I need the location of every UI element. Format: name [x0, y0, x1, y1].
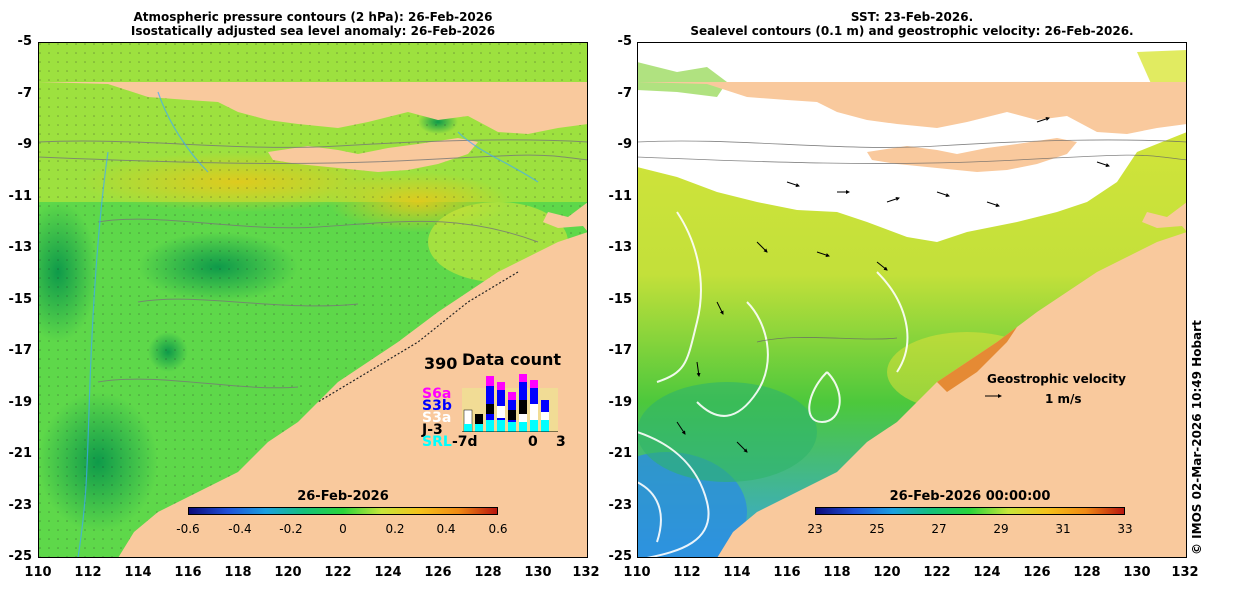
data-count-max: 390 — [424, 354, 458, 373]
lon-tick: 130 — [524, 565, 552, 580]
colorbar-tick: -0.4 — [228, 522, 252, 536]
lon-tick: 120 — [274, 565, 302, 580]
colorbar-tick: 0.4 — [436, 522, 456, 536]
lon-tick: 114 — [723, 565, 751, 580]
colorbar-tick: 33 — [1117, 522, 1133, 536]
sst-map: Geostrophic velocity 1 m/s — [637, 42, 1187, 558]
colorbar-tick: -0.6 — [176, 522, 200, 536]
left-panel-title: Atmospheric pressure contours (2 hPa): 2… — [38, 10, 588, 38]
lat-tick: -11 — [608, 189, 633, 204]
velocity-legend-label: Geostrophic velocity — [987, 372, 1126, 386]
colorbar-tick: 29 — [993, 522, 1009, 536]
lat-tick: -7 — [17, 86, 32, 101]
colorbar-tick: 27 — [931, 522, 947, 536]
data-count-inset: 390 Data count — [418, 350, 568, 451]
lat-tick: -13 — [8, 240, 33, 255]
right-title-line2: Sealevel contours (0.1 m) and geostrophi… — [690, 24, 1134, 38]
velocity-legend-scale: 1 m/s — [1045, 392, 1082, 406]
lat-tick: -21 — [8, 446, 33, 461]
lat-tick: -13 — [608, 240, 633, 255]
sat-label-srl: SRL — [422, 434, 452, 450]
lon-tick: 114 — [124, 565, 152, 580]
lat-tick: -7 — [617, 86, 632, 101]
lat-tick: -9 — [17, 137, 32, 152]
left-colorbar — [188, 507, 498, 515]
lat-tick: -5 — [17, 34, 32, 49]
lat-tick: -23 — [8, 498, 33, 513]
lat-tick: -25 — [608, 549, 633, 564]
lon-tick: 118 — [823, 565, 851, 580]
lon-tick: 112 — [74, 565, 102, 580]
lon-tick: 110 — [623, 565, 651, 580]
lon-tick: 122 — [923, 565, 951, 580]
colorbar-tick: 0 — [339, 522, 347, 536]
left-colorbar-title: 26-Feb-2026 — [297, 489, 389, 504]
lon-tick: 124 — [374, 565, 402, 580]
data-count-bar — [463, 374, 549, 432]
colorbar-tick: -0.2 — [279, 522, 303, 536]
sea-level-anomaly-map: 390 Data count — [38, 42, 588, 558]
lon-tick: 122 — [324, 565, 352, 580]
lat-tick: -9 — [617, 137, 632, 152]
lon-tick: 120 — [873, 565, 901, 580]
data-count-title: Data count — [462, 350, 561, 369]
colorbar-tick: 23 — [807, 522, 823, 536]
copyright-text: © IMOS 02-Mar-2026 10:49 Hobart — [1190, 320, 1204, 555]
lon-tick: 112 — [673, 565, 701, 580]
sat-label-j3: J-3 — [422, 422, 443, 438]
colorbar-tick: 25 — [869, 522, 885, 536]
right-panel-title: SST: 23-Feb-2026. Sealevel contours (0.1… — [637, 10, 1187, 38]
lat-tick: -15 — [8, 292, 33, 307]
data-count-x-start: -7d — [452, 434, 478, 450]
colorbar-tick: 31 — [1055, 522, 1071, 536]
left-title-line1: Atmospheric pressure contours (2 hPa): 2… — [133, 10, 493, 24]
lat-tick: -11 — [8, 189, 33, 204]
sat-label-s6a: S6a — [422, 386, 452, 402]
right-colorbar-title: 26-Feb-2026 00:00:00 — [889, 489, 1051, 504]
lat-tick: -21 — [608, 446, 633, 461]
lon-tick: 116 — [174, 565, 202, 580]
lat-tick: -19 — [608, 395, 633, 410]
data-count-x-end: 3 — [556, 434, 566, 450]
lon-tick: 110 — [24, 565, 52, 580]
lat-tick: -19 — [8, 395, 33, 410]
lat-tick: -5 — [617, 34, 632, 49]
lon-tick: 130 — [1123, 565, 1151, 580]
lat-tick: -25 — [8, 549, 33, 564]
colorbar-tick: 0.2 — [385, 522, 405, 536]
left-title-line2: Isostatically adjusted sea level anomaly… — [130, 24, 496, 38]
right-colorbar — [815, 507, 1125, 515]
lat-tick: -23 — [608, 498, 633, 513]
lon-tick: 128 — [1073, 565, 1101, 580]
lon-tick: 126 — [424, 565, 452, 580]
lon-tick: 132 — [572, 565, 600, 580]
right-title-line1: SST: 23-Feb-2026. — [850, 10, 974, 24]
lon-tick: 128 — [474, 565, 502, 580]
lon-tick: 124 — [973, 565, 1001, 580]
data-count-x-zero: 0 — [528, 434, 538, 450]
lon-tick: 118 — [224, 565, 252, 580]
sat-label-s3b: S3b — [422, 398, 452, 414]
lat-tick: -15 — [608, 292, 633, 307]
sat-label-s3a: S3a — [422, 410, 452, 426]
lat-tick: -17 — [608, 343, 633, 358]
lon-tick: 126 — [1023, 565, 1051, 580]
lat-tick: -17 — [8, 343, 33, 358]
colorbar-tick: 0.6 — [488, 522, 508, 536]
lon-tick: 132 — [1171, 565, 1199, 580]
data-count-bars — [462, 374, 558, 432]
lon-tick: 116 — [773, 565, 801, 580]
